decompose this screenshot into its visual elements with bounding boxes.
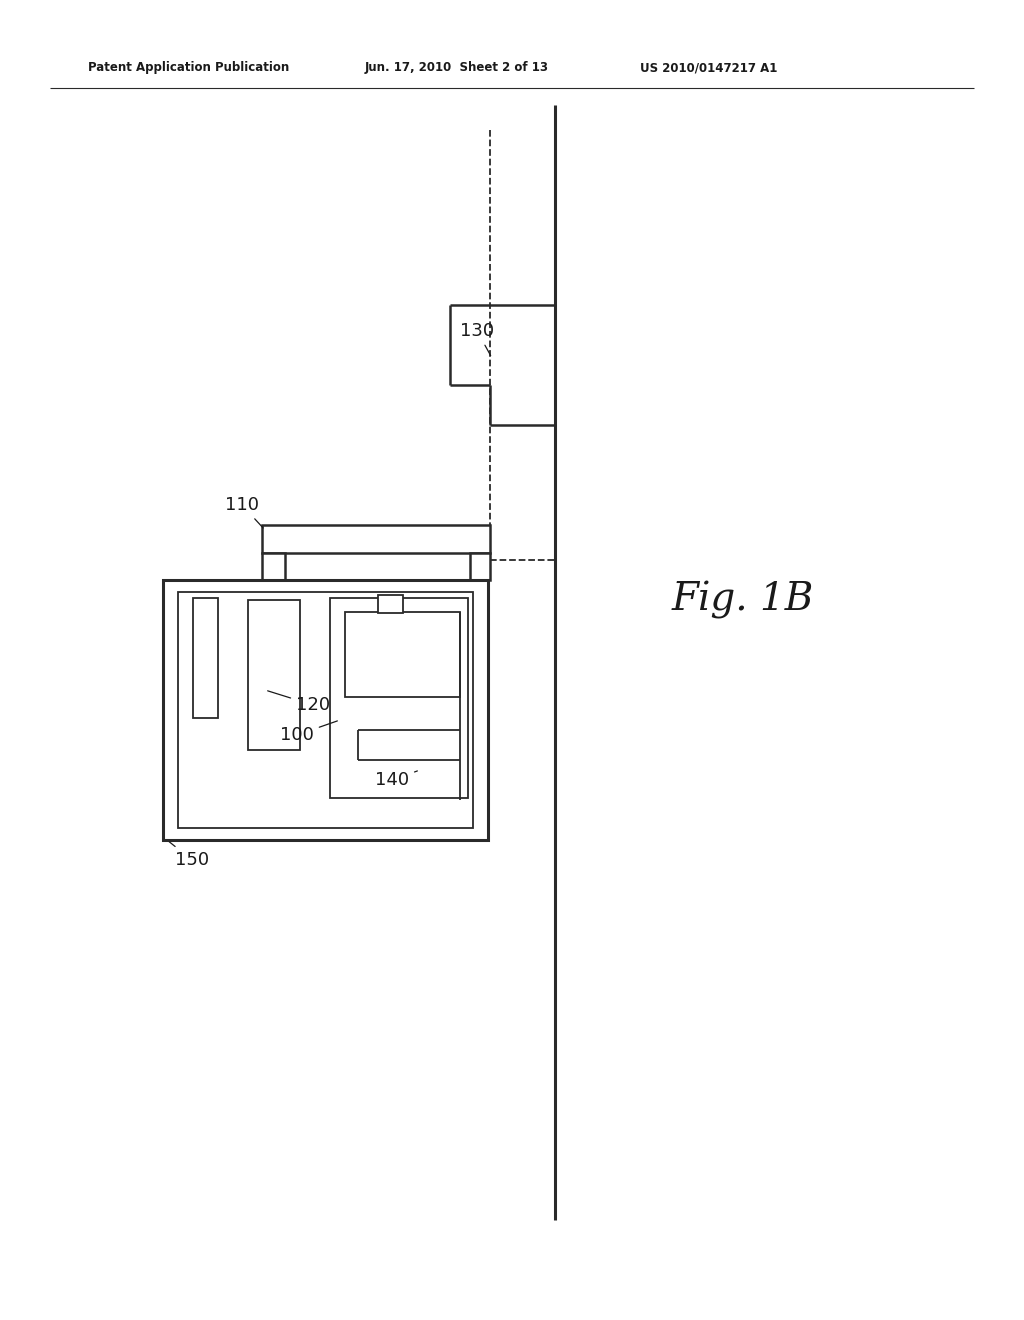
Bar: [178, 591, 473, 828]
Bar: [345, 612, 460, 697]
Bar: [378, 595, 403, 612]
Bar: [470, 553, 490, 579]
Text: 150: 150: [169, 842, 209, 869]
Text: 120: 120: [267, 690, 330, 714]
Text: 100: 100: [280, 721, 337, 744]
Bar: [262, 525, 490, 553]
Text: Fig. 1B: Fig. 1B: [672, 581, 814, 619]
Bar: [330, 598, 468, 799]
Bar: [163, 579, 488, 840]
Text: US 2010/0147217 A1: US 2010/0147217 A1: [640, 62, 777, 74]
Bar: [262, 553, 285, 579]
Bar: [193, 598, 218, 718]
Text: 110: 110: [225, 496, 263, 528]
Text: 130: 130: [460, 322, 495, 355]
Text: 140: 140: [375, 771, 418, 789]
Text: Jun. 17, 2010  Sheet 2 of 13: Jun. 17, 2010 Sheet 2 of 13: [365, 62, 549, 74]
Text: Patent Application Publication: Patent Application Publication: [88, 62, 289, 74]
Bar: [248, 601, 300, 750]
